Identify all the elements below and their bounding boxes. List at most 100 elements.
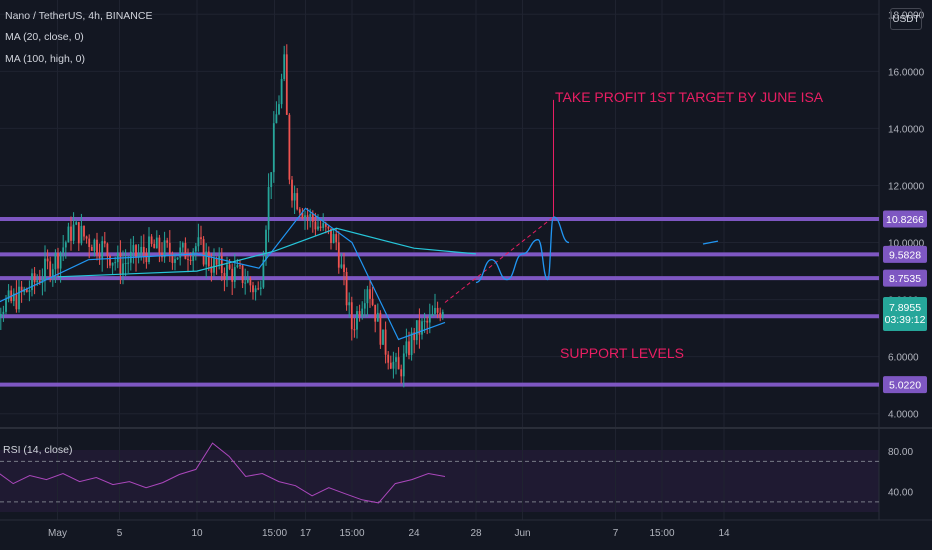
candle-body-30 [57, 253, 59, 269]
candle-body-36 [72, 224, 75, 241]
candle-body-22 [36, 280, 39, 283]
candle-body-55 [122, 263, 124, 275]
candle-body-69 [158, 237, 161, 253]
candle-body-92 [218, 255, 221, 265]
projected-price-tail [702, 240, 719, 245]
level-badge-label-4: 5.0220 [889, 380, 921, 392]
candle-body-137 [335, 234, 338, 243]
time-axis-label-10: 15:00 [649, 528, 674, 539]
candle-body-158 [389, 362, 392, 369]
candle-body-129 [314, 221, 317, 230]
candle-body-71 [163, 240, 166, 258]
candle-body-98 [233, 267, 236, 282]
candle-body-48 [103, 241, 106, 244]
candle-body-42 [88, 238, 91, 247]
candle-body-86 [202, 239, 205, 265]
candle-body-165 [408, 341, 410, 356]
candle-body-134 [327, 226, 330, 229]
candle-body-116 [280, 79, 283, 105]
currency-button[interactable]: USDT [890, 8, 922, 30]
candle-body-121 [293, 193, 296, 201]
candle-body-105 [252, 285, 254, 293]
candle-body-114 [275, 114, 278, 124]
time-axis-label-0: May [48, 528, 67, 539]
candle-body-32 [62, 247, 65, 253]
time-axis-label-1: 5 [117, 528, 123, 539]
candle-body-97 [231, 268, 234, 282]
ma100-line [57, 227, 477, 278]
candle-body-146 [358, 311, 361, 317]
rsi-band [0, 450, 879, 512]
candle-body-168 [415, 320, 418, 341]
rsi-axis-label-1: 40.00 [888, 488, 913, 499]
candle-body-47 [101, 241, 104, 259]
rsi-axis-label-0: 80.00 [888, 447, 913, 458]
candle-body-156 [384, 329, 387, 355]
candle-body-23 [38, 280, 41, 284]
candle-body-9 [2, 311, 5, 315]
candle-body-83 [194, 246, 197, 252]
candle-body-20 [31, 273, 33, 291]
candle-body-153 [376, 312, 379, 322]
candle-body-118 [285, 54, 288, 115]
candle-body-89 [210, 266, 213, 273]
candle-body-177 [439, 312, 442, 318]
candle-body-27 [49, 261, 52, 278]
candle-body-64 [145, 253, 148, 263]
indicator-ma20-label: MA (20, close, 0) [5, 31, 84, 43]
price-axis-label-3: 12.0000 [888, 181, 925, 192]
time-axis-label-11: 14 [718, 528, 730, 539]
candle-body-108 [259, 287, 262, 289]
candle-body-124 [301, 212, 304, 219]
candle-body-151 [371, 298, 374, 305]
candle-body-51 [111, 262, 114, 266]
time-axis-label-3: 15:00 [262, 528, 287, 539]
target-annotation: TAKE PROFIT 1ST TARGET BY JUNE ISA [555, 89, 824, 105]
candle-body-162 [400, 369, 403, 377]
candle-body-128 [311, 213, 314, 222]
candle-body-143 [350, 302, 353, 330]
candle-body-155 [382, 329, 384, 345]
candle-body-133 [324, 223, 327, 227]
candle-body-95 [226, 264, 228, 280]
candle-body-52 [114, 262, 117, 264]
candle-body-139 [340, 264, 343, 268]
candle-body-15 [18, 286, 20, 310]
candle-body-91 [215, 258, 218, 265]
time-axis-label-4: 17 [300, 528, 312, 539]
candle-body-173 [428, 315, 431, 323]
candle-body-106 [254, 288, 257, 293]
candle-body-26 [46, 258, 49, 262]
candle-body-100 [239, 265, 241, 267]
candle-body-75 [174, 259, 176, 263]
candle-body-148 [363, 303, 366, 309]
candle-body-126 [306, 215, 309, 217]
rsi-label: RSI (14, close) [3, 444, 73, 456]
projected-price-path [475, 216, 570, 284]
candle-body-136 [332, 234, 335, 244]
candle-body-81 [189, 259, 192, 262]
candle-body-127 [309, 213, 312, 217]
candle-body-141 [345, 271, 348, 306]
candle-body-112 [270, 172, 273, 188]
candle-body-172 [426, 320, 429, 323]
candle-body-38 [77, 222, 80, 244]
candle-body-60 [135, 245, 137, 258]
candle-body-25 [44, 258, 46, 280]
level-badge-2 [883, 269, 927, 287]
candle-body-90 [213, 258, 215, 273]
candle-body-8 [0, 314, 2, 317]
candle-body-31 [59, 252, 62, 269]
candle-body-145 [356, 311, 358, 330]
candle-body-57 [127, 262, 130, 264]
candle-body-49 [106, 243, 109, 256]
candle-body-41 [85, 236, 88, 239]
candle-body-72 [166, 240, 169, 243]
candle-body-175 [434, 307, 436, 314]
candle-body-110 [265, 229, 267, 260]
candle-body-120 [291, 179, 293, 201]
candle-body-103 [246, 278, 249, 283]
candle-body-29 [54, 253, 57, 270]
